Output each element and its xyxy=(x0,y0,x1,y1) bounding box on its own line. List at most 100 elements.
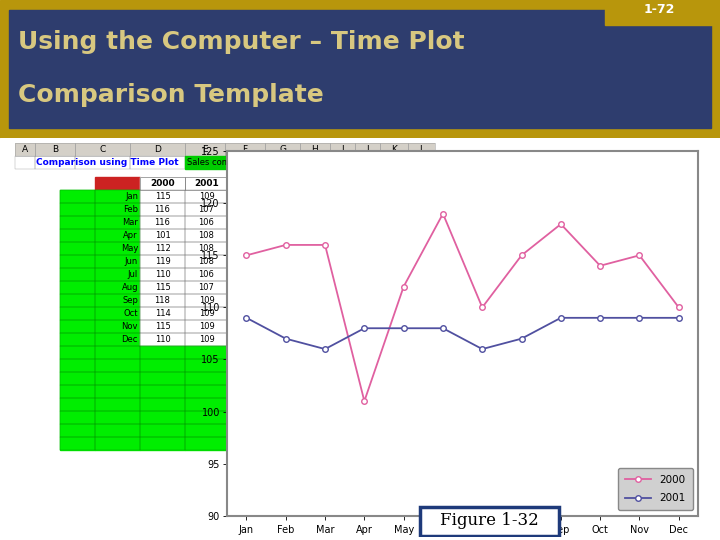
Bar xyxy=(140,294,185,307)
Text: 109: 109 xyxy=(199,192,215,201)
Bar xyxy=(95,255,140,268)
Bar xyxy=(95,411,140,424)
Bar xyxy=(60,190,95,202)
2000 xyxy=(320,242,329,248)
Bar xyxy=(185,143,225,156)
Bar xyxy=(185,346,228,359)
Text: 118: 118 xyxy=(155,296,171,305)
Text: Jul: Jul xyxy=(127,269,138,279)
Bar xyxy=(140,359,185,372)
2001 xyxy=(400,325,408,332)
Bar xyxy=(185,320,228,333)
2000 xyxy=(478,304,487,310)
2000 xyxy=(517,252,526,259)
Text: Oct: Oct xyxy=(124,309,138,318)
Bar xyxy=(140,411,185,424)
Bar xyxy=(185,294,228,307)
Bar xyxy=(95,320,140,333)
2001 xyxy=(557,315,565,321)
Bar xyxy=(95,346,140,359)
Bar xyxy=(185,397,228,411)
Line: 2001: 2001 xyxy=(243,315,682,352)
Bar xyxy=(140,346,185,359)
Bar xyxy=(95,359,140,372)
Bar xyxy=(140,397,185,411)
Bar xyxy=(140,229,185,242)
2000 xyxy=(557,221,565,227)
Text: Jun: Jun xyxy=(125,256,138,266)
Bar xyxy=(95,333,140,346)
2001 xyxy=(360,325,369,332)
Bar xyxy=(140,202,185,215)
Text: F: F xyxy=(243,145,248,154)
Bar xyxy=(185,333,228,346)
Bar xyxy=(95,268,140,281)
Text: 106: 106 xyxy=(199,218,215,227)
Bar xyxy=(9,10,711,128)
Bar xyxy=(95,294,140,307)
Bar xyxy=(265,143,300,156)
Bar xyxy=(140,307,185,320)
Bar xyxy=(60,215,95,229)
Text: Nov: Nov xyxy=(122,322,138,330)
Bar xyxy=(185,437,228,450)
Text: A: A xyxy=(22,145,28,154)
Bar xyxy=(95,294,140,307)
Bar xyxy=(140,215,185,229)
Bar xyxy=(185,384,228,397)
Bar xyxy=(60,242,95,255)
Bar xyxy=(185,268,228,281)
Text: Feb: Feb xyxy=(123,205,138,214)
Bar xyxy=(140,424,185,437)
Bar xyxy=(95,397,140,411)
Bar xyxy=(185,307,228,320)
Legend: 2000, 2001: 2000, 2001 xyxy=(618,468,693,510)
Text: 116: 116 xyxy=(155,218,171,227)
Bar xyxy=(60,346,95,359)
Bar xyxy=(95,190,140,202)
Bar xyxy=(140,424,185,437)
Bar xyxy=(140,359,185,372)
Bar xyxy=(60,202,95,215)
Bar xyxy=(60,411,95,424)
Text: 2001: 2001 xyxy=(194,179,219,188)
Text: 101: 101 xyxy=(155,231,171,240)
Bar xyxy=(185,281,228,294)
Bar xyxy=(408,143,435,156)
Bar xyxy=(140,372,185,384)
Bar xyxy=(140,255,185,268)
Bar xyxy=(95,411,140,424)
2001 xyxy=(242,315,251,321)
Bar xyxy=(185,143,225,156)
Bar xyxy=(95,397,140,411)
Bar xyxy=(380,143,408,156)
Bar xyxy=(60,437,95,450)
2000 xyxy=(596,262,605,269)
Bar xyxy=(60,397,95,411)
Bar xyxy=(225,143,265,156)
2001 xyxy=(517,335,526,342)
Text: 109: 109 xyxy=(199,322,215,330)
Bar xyxy=(95,437,140,450)
Bar xyxy=(60,281,95,294)
Bar xyxy=(185,411,228,424)
Bar xyxy=(185,411,228,424)
Bar xyxy=(60,255,95,268)
Text: 114: 114 xyxy=(155,309,171,318)
Text: E: E xyxy=(202,145,208,154)
Bar xyxy=(60,307,95,320)
Bar xyxy=(60,372,95,384)
Bar xyxy=(60,190,95,202)
Bar xyxy=(185,255,228,268)
Text: 115: 115 xyxy=(155,192,171,201)
Bar xyxy=(185,190,228,202)
Bar xyxy=(140,202,185,215)
Bar xyxy=(60,384,95,397)
Bar xyxy=(15,156,35,168)
Bar xyxy=(60,215,95,229)
Bar xyxy=(185,202,228,215)
Bar xyxy=(95,424,140,437)
Bar xyxy=(605,0,720,25)
Bar xyxy=(140,294,185,307)
Bar xyxy=(265,143,300,156)
